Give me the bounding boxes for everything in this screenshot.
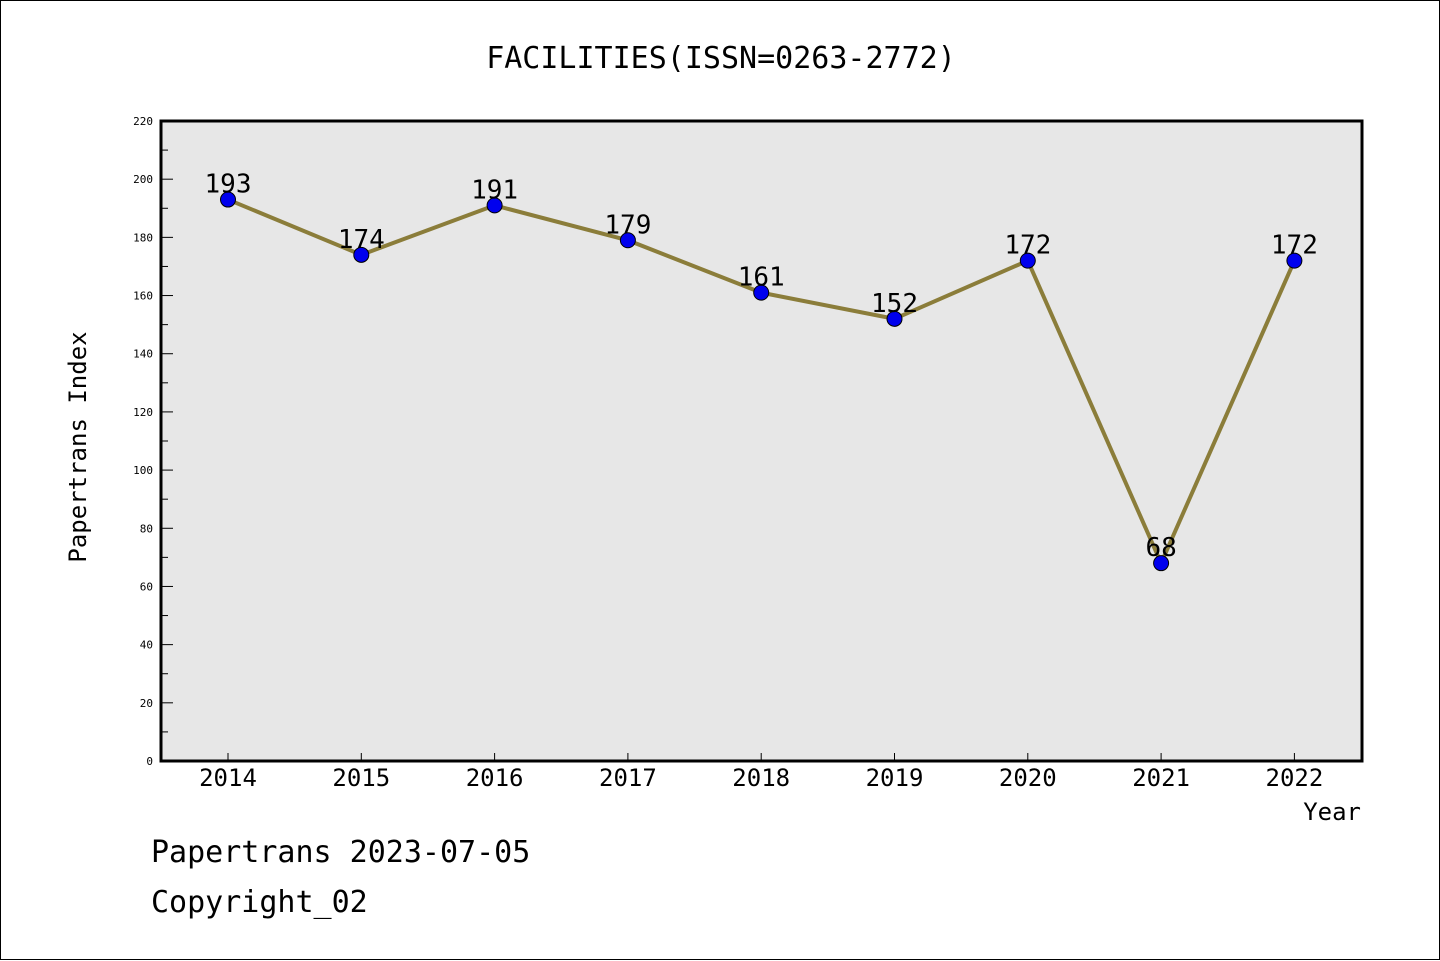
y-tick-label: 120 [133, 406, 153, 419]
plot-area [161, 121, 1362, 761]
y-axis-label: Papertrans Index [64, 331, 92, 562]
y-tick-label: 220 [133, 115, 153, 128]
x-tick-label: 2016 [466, 764, 524, 792]
y-tick-label: 20 [140, 697, 153, 710]
line-chart: FACILITIES(ISSN=0263-2772) 0 20 40 60 80 100 1… [1, 1, 1440, 961]
y-tick-label: 0 [146, 755, 153, 768]
data-label: 193 [205, 170, 252, 200]
chart-frame: FACILITIES(ISSN=0263-2772) 0 20 40 60 80 100 1… [0, 0, 1440, 960]
x-tick-label: 2014 [199, 764, 257, 792]
y-tick-label: 60 [140, 580, 153, 593]
x-tick-label: 2017 [599, 764, 657, 792]
x-tick-label: 2018 [732, 764, 790, 792]
y-tick-label: 80 [140, 522, 153, 535]
data-label: 172 [1004, 231, 1051, 261]
x-tick-label: 2019 [866, 764, 924, 792]
data-label: 191 [471, 175, 518, 205]
x-axis-label: Year [1303, 798, 1361, 826]
y-tick-label: 160 [133, 290, 153, 303]
y-tick-label: 100 [133, 464, 153, 477]
data-label: 161 [738, 263, 785, 293]
footer-copyright: Copyright_02 [151, 885, 368, 920]
x-tick-label: 2022 [1266, 764, 1324, 792]
y-tick-label: 200 [133, 173, 153, 186]
data-label: 152 [871, 289, 918, 319]
x-tick-label: 2015 [332, 764, 390, 792]
y-tick-label: 180 [133, 231, 153, 244]
y-tick-label: 40 [140, 639, 153, 652]
data-label: 172 [1271, 231, 1318, 261]
data-label: 68 [1145, 533, 1176, 563]
x-tick-label: 2021 [1132, 764, 1190, 792]
y-tick-label: 140 [133, 348, 153, 361]
footer-source: Papertrans 2023-07-05 [151, 835, 530, 870]
x-tick-label: 2020 [999, 764, 1057, 792]
data-label: 174 [338, 225, 385, 255]
data-label: 179 [604, 210, 651, 240]
chart-title: FACILITIES(ISSN=0263-2772) [486, 41, 956, 76]
